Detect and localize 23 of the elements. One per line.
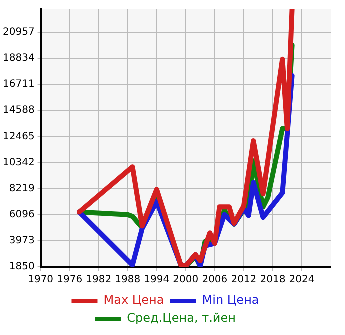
y-tick-label: 3973	[9, 236, 35, 247]
x-tick-label: 2012	[231, 274, 257, 286]
x-tick-label: 1994	[144, 274, 170, 286]
x-tick-label: 2000	[173, 274, 199, 286]
y-tick-label: 20957	[3, 27, 35, 38]
x-tick-label: 1982	[86, 274, 112, 286]
y-tick-label: 14588	[3, 105, 35, 116]
y-tick-label: 10342	[3, 157, 35, 168]
y-tick-label: 6096	[9, 209, 35, 220]
x-tick-label: 1976	[57, 274, 83, 286]
legend-label: Max Цена	[104, 293, 164, 308]
y-tick-label: 8219	[9, 183, 35, 194]
x-tick-label: 1988	[115, 274, 141, 286]
y-tick-label: 18834	[3, 53, 35, 64]
y-tick-label: 16711	[3, 79, 35, 90]
legend-label: Min Цена	[202, 293, 260, 308]
x-tick-label: 2006	[202, 274, 228, 286]
x-tick-label: 1970	[28, 274, 54, 286]
legend-label: Сред.Цена, т.йен	[127, 311, 236, 326]
y-tick-label: 1850	[9, 262, 35, 273]
x-tick-label: 2024	[289, 274, 315, 286]
x-tick-label: 2018	[260, 274, 286, 286]
y-tick-label: 12465	[3, 131, 35, 142]
